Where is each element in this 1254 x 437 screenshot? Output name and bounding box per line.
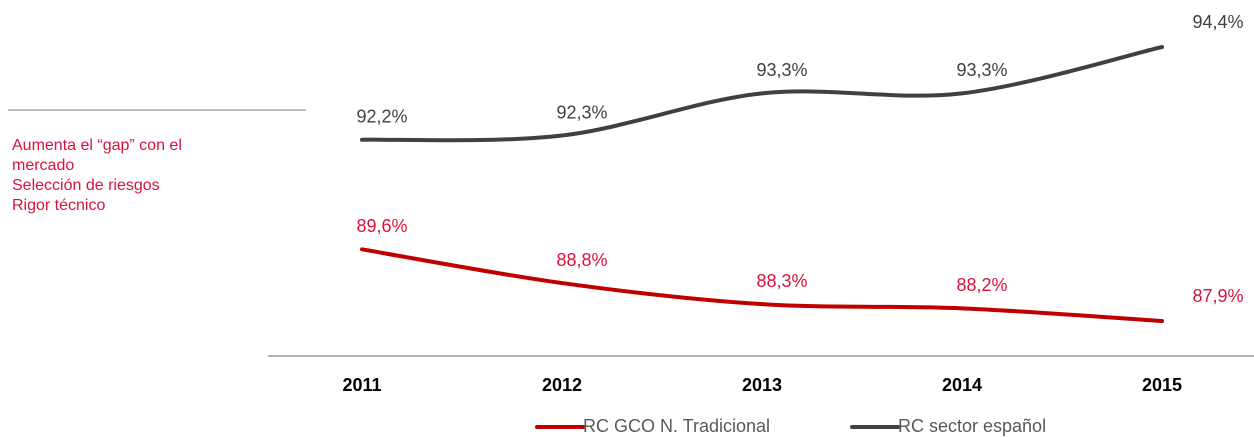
x-tick-label: 2011 [342,375,381,395]
series-line [360,247,1164,323]
series-line [360,45,1164,143]
legend-label: RC GCO N. Tradicional [583,416,770,436]
data-label: 89,6% [356,216,407,236]
annotation: mercado [12,157,74,174]
x-tick-label: 2012 [542,375,582,395]
x-tick-label: 2014 [942,375,982,395]
data-label: 88,8% [556,250,607,270]
annotation: Aumenta el “gap” con el [12,137,182,154]
data-label: 87,9% [1192,286,1243,306]
data-label: 93,3% [956,60,1007,80]
data-label: 88,3% [756,271,807,291]
data-label: 94,4% [1192,12,1243,32]
x-tick-label: 2013 [742,375,782,395]
annotation: Rigor técnico [12,197,105,214]
x-tick-label: 2015 [1142,375,1182,395]
data-label: 88,2% [956,275,1007,295]
legend-label: RC sector español [898,416,1046,436]
data-label: 92,3% [556,102,607,122]
data-label: 92,2% [356,106,407,126]
annotation: Selección de riesgos [12,177,160,194]
data-label: 93,3% [756,60,807,80]
